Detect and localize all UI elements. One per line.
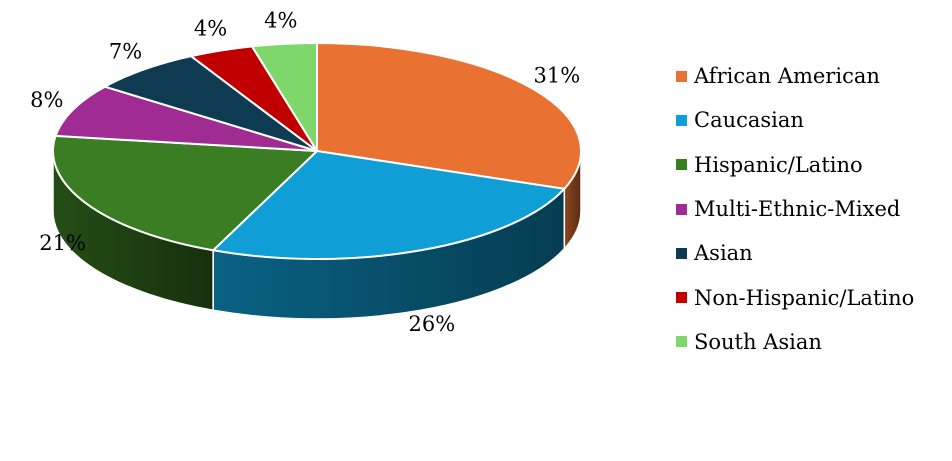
- legend-item-asian: Asian: [676, 231, 914, 275]
- legend-swatch: [676, 203, 687, 215]
- legend-swatch: [676, 247, 687, 259]
- pie-slice-multi-ethnic-mixed: [54, 85, 318, 152]
- legend-item-south-asian: South Asian: [676, 320, 914, 364]
- legend-swatch: [676, 114, 687, 126]
- pie-slice-caucasian: [212, 150, 566, 260]
- legend-swatch: [676, 159, 687, 171]
- data-label-hispanic-latino: 21%: [39, 231, 86, 255]
- legend-item-multi-ethnic-mixed: Multi-Ethnic-Mixed: [676, 187, 914, 231]
- chart-legend: African American Caucasian Hispanic/Latino…: [676, 54, 914, 364]
- legend-swatch: [676, 336, 687, 348]
- data-label-south-asian: 4%: [264, 9, 297, 33]
- data-label-african-american: 31%: [534, 63, 581, 87]
- legend-label: Hispanic/Latino: [694, 152, 863, 177]
- legend-item-african-american: African American: [676, 54, 914, 98]
- pie-slice-african-american: [316, 42, 582, 190]
- legend-swatch: [676, 70, 687, 82]
- legend-label: Non-Hispanic/Latino: [694, 285, 915, 310]
- legend-label: African American: [694, 64, 880, 89]
- legend-swatch: [676, 292, 687, 304]
- data-label-multi-ethnic-mixed: 8%: [30, 88, 63, 112]
- legend-label: Caucasian: [694, 108, 804, 133]
- legend-label: South Asian: [694, 329, 822, 354]
- pie-slice-hispanic-latino: [52, 134, 318, 252]
- data-label-asian: 7%: [109, 39, 142, 63]
- data-label-non-hispanic-latino: 4%: [194, 17, 227, 41]
- legend-label: Multi-Ethnic-Mixed: [694, 197, 901, 222]
- legend-item-caucasian: Caucasian: [676, 98, 914, 142]
- pie-slice-asian: [103, 55, 318, 152]
- pie-data-labels: 31% 26% 21% 8% 7% 4% 4%: [30, 9, 580, 337]
- pie-slice-south-asian: [250, 42, 318, 152]
- legend-label: Asian: [694, 241, 753, 266]
- data-label-caucasian: 26%: [409, 312, 456, 336]
- legend-item-non-hispanic-latino: Non-Hispanic/Latino: [676, 275, 914, 319]
- legend-item-hispanic-latino: Hispanic/Latino: [676, 143, 914, 187]
- pie-top-faces: [52, 42, 582, 260]
